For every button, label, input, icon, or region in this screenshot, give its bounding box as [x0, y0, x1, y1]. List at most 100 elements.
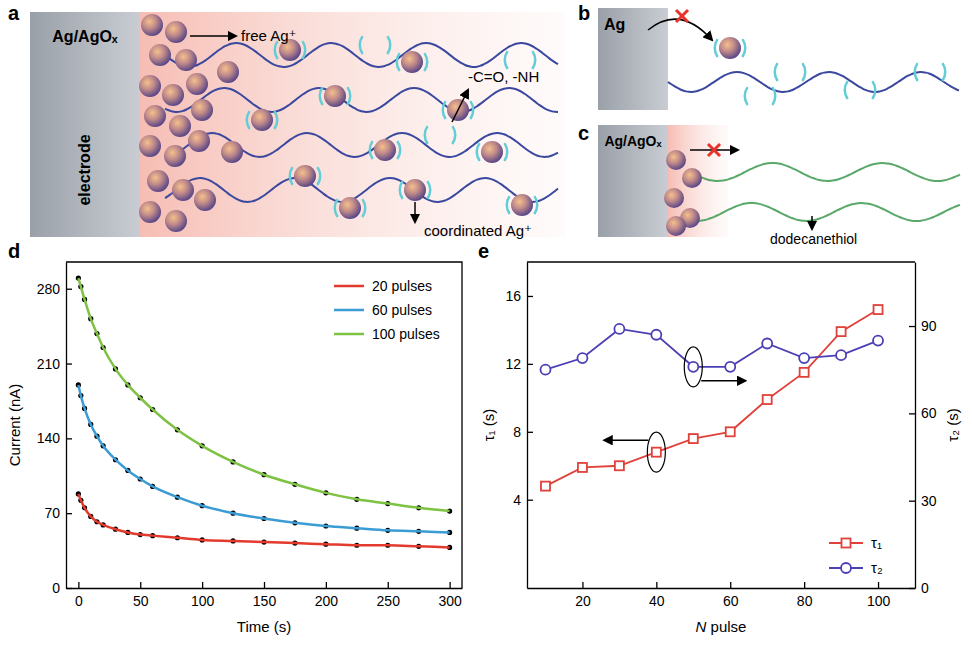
binding-group: [801, 62, 806, 81]
binding-group: [246, 110, 251, 129]
data-point: [763, 395, 772, 404]
legend-marker: [842, 539, 851, 548]
tick-label: 80: [797, 593, 813, 609]
binding-group: [844, 80, 849, 99]
axis-line: [915, 263, 916, 589]
legend-label: τ₂: [871, 559, 883, 576]
tick-label: 0: [52, 580, 60, 596]
binding-group: [451, 125, 456, 144]
tick-mark: [909, 326, 915, 327]
blocked-mark: [708, 144, 720, 156]
ag-ion: [682, 168, 702, 188]
binding-group: [744, 86, 749, 105]
tick: 80: [797, 582, 813, 609]
binding-group: [334, 198, 339, 217]
data-point: [800, 368, 809, 377]
binding-group: [476, 142, 481, 161]
electrode-text: electrode: [76, 134, 93, 205]
tick-mark: [527, 432, 533, 433]
tick-label: 90: [921, 318, 937, 334]
binding-group: [741, 38, 746, 57]
pointer-ellipse: [647, 432, 665, 472]
ag-ion: [149, 44, 171, 66]
electrode: [598, 125, 668, 237]
panel-c: cAg/AgOₓdodecanethiol: [578, 122, 960, 247]
tick: 20: [575, 582, 591, 609]
tick: 40: [649, 582, 665, 609]
tick-mark: [326, 582, 327, 588]
ag-ion: [664, 188, 684, 208]
tick-mark: [66, 289, 72, 290]
tick: 50: [133, 582, 149, 609]
ag-ion: [374, 139, 396, 161]
tick: 0: [75, 582, 83, 609]
panel-letter: a: [8, 2, 20, 24]
tick-mark: [909, 588, 915, 589]
ag-ion: [139, 135, 161, 157]
tick: 280: [37, 281, 72, 297]
binding-group: [503, 142, 508, 161]
data-point: [540, 365, 550, 375]
thiol-chain: [690, 203, 960, 221]
data-point: [874, 305, 883, 314]
tick-label: 0: [921, 580, 929, 596]
blocked-mark: [708, 144, 720, 156]
tick-mark: [730, 582, 731, 588]
tick-mark: [656, 582, 657, 588]
ag-ion: [175, 49, 197, 71]
tick-label: 100: [867, 593, 891, 609]
tick-mark: [66, 438, 72, 439]
data-point: [652, 448, 661, 457]
data-point: [615, 461, 624, 470]
ag-ion: [141, 14, 163, 36]
tick-mark: [66, 513, 72, 514]
arrow: [648, 19, 712, 40]
binding-group: [531, 50, 536, 69]
ag-ion: [186, 73, 208, 95]
tick-mark: [264, 582, 265, 588]
tick-mark: [66, 363, 72, 364]
series-line: [545, 329, 878, 370]
annotation: free Ag⁺: [241, 27, 296, 44]
ag-ion: [217, 61, 239, 83]
ag-ion: [164, 145, 186, 167]
binding-group: [399, 180, 404, 199]
axis-title: τ₁ (s): [480, 409, 497, 442]
panel-a: aAg/AgOₓelectrodefree Ag⁺-C=O, -NHcoordi…: [8, 2, 565, 239]
tick-mark: [878, 582, 879, 588]
legend-label: 60 pulses: [372, 302, 432, 318]
tick-label: 250: [377, 593, 401, 609]
data-point: [577, 353, 587, 363]
ag-ion: [188, 130, 210, 152]
arrow: [811, 216, 813, 229]
legend-label: 100 pulses: [372, 326, 440, 342]
ag-ion: [165, 210, 187, 232]
binding-group: [396, 52, 401, 71]
legend-swatch: [334, 309, 364, 312]
binding-group: [369, 140, 374, 159]
arrow: [604, 439, 648, 441]
tick-mark: [66, 588, 72, 589]
fit-line: [78, 385, 449, 533]
tick: 30: [909, 493, 937, 509]
binding-group: [442, 100, 447, 119]
tick: 70: [44, 505, 72, 521]
binding-group: [533, 195, 538, 214]
tick-label: 70: [44, 505, 60, 521]
data-point: [762, 339, 772, 349]
arrow: [701, 380, 745, 382]
ag-ion: [194, 189, 216, 211]
tick-label: 30: [921, 493, 937, 509]
axis-line: [67, 588, 463, 589]
tick: 4: [513, 492, 533, 508]
panel-letter: c: [578, 122, 589, 144]
tick-label: 8: [513, 424, 521, 440]
tick-label: 300: [438, 593, 462, 609]
axis: 050100150200250300: [67, 582, 463, 609]
binding-group: [426, 180, 431, 199]
tick-label: 280: [37, 281, 61, 297]
binding-group: [774, 62, 779, 81]
data-point: [726, 427, 735, 436]
data-point: [689, 434, 698, 443]
panel-letter: e: [478, 240, 489, 262]
